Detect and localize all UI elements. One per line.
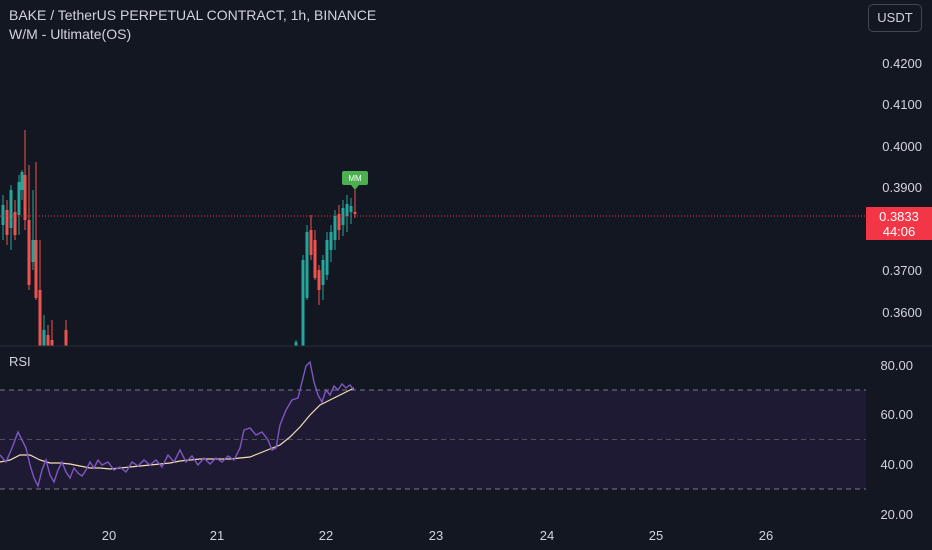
candle-body <box>321 260 325 285</box>
candle-body <box>27 220 31 285</box>
candle-body <box>38 290 42 346</box>
price-tick: 0.3600 <box>882 305 922 320</box>
candle-body <box>345 204 349 216</box>
price-tick: 0.4000 <box>882 139 922 154</box>
candle-body <box>317 270 321 290</box>
candle-body <box>349 206 353 212</box>
price-tick: 0.4200 <box>882 56 922 71</box>
time-axis[interactable]: 20 21 22 23 24 25 26 <box>102 528 773 543</box>
time-tick: 20 <box>102 528 116 543</box>
price-tick: 0.3700 <box>882 263 922 278</box>
rsi-tick: 60.00 <box>880 407 913 422</box>
candle-body <box>23 175 27 220</box>
price-tick: 0.4100 <box>882 97 922 112</box>
time-tick: 26 <box>759 528 773 543</box>
candle-body <box>20 172 24 190</box>
price-tick: 0.3900 <box>882 180 922 195</box>
rsi-tick: 40.00 <box>880 457 913 472</box>
rsi-line <box>0 360 355 489</box>
last-price-label: 0.3833 44:06 <box>866 207 932 240</box>
candle-body <box>13 212 17 235</box>
rsi-axis[interactable]: 80.00 60.00 40.00 20.00 <box>880 358 913 522</box>
price-candles <box>1 130 357 346</box>
candle-body <box>5 210 9 235</box>
candle-body <box>17 182 21 215</box>
candle-body <box>42 330 46 346</box>
candle-body <box>305 232 309 298</box>
indicator-name[interactable]: W/M - Ultimate(OS) <box>9 26 132 42</box>
currency-button[interactable]: USDT <box>868 4 922 32</box>
countdown-timer: 44:06 <box>883 224 916 239</box>
mm-marker-label: MM <box>348 174 362 183</box>
candle-body <box>325 240 329 275</box>
candle-body <box>34 240 38 298</box>
candle-body <box>31 240 35 262</box>
chart-title: BAKE / TetherUS PERPETUAL CONTRACT, 1h, … <box>9 7 377 23</box>
candle-body <box>301 260 305 346</box>
rsi-tick: 20.00 <box>880 507 913 522</box>
time-tick: 25 <box>649 528 663 543</box>
candle-body <box>9 190 13 228</box>
time-tick: 24 <box>540 528 554 543</box>
candle-body <box>313 240 317 278</box>
candle-body <box>46 335 50 346</box>
rsi-label[interactable]: RSI <box>9 354 31 369</box>
mm-marker[interactable]: MM <box>342 171 368 190</box>
candle-body <box>337 214 341 230</box>
candle-body <box>50 340 54 346</box>
candle-body <box>333 216 337 240</box>
rsi-ma-line <box>0 387 355 470</box>
candle-body <box>64 330 68 346</box>
last-price-value: 0.3833 <box>879 209 919 224</box>
rsi-tick: 80.00 <box>880 358 913 373</box>
candle-body <box>294 342 298 346</box>
price-axis[interactable]: 0.4200 0.4100 0.4000 0.3900 0.3700 0.360… <box>882 56 922 320</box>
time-tick: 21 <box>210 528 224 543</box>
time-tick: 23 <box>429 528 443 543</box>
candle-body <box>329 232 333 250</box>
candle-body <box>1 205 5 225</box>
candle-body <box>309 230 313 255</box>
candle-body <box>353 212 357 214</box>
time-tick: 22 <box>319 528 333 543</box>
